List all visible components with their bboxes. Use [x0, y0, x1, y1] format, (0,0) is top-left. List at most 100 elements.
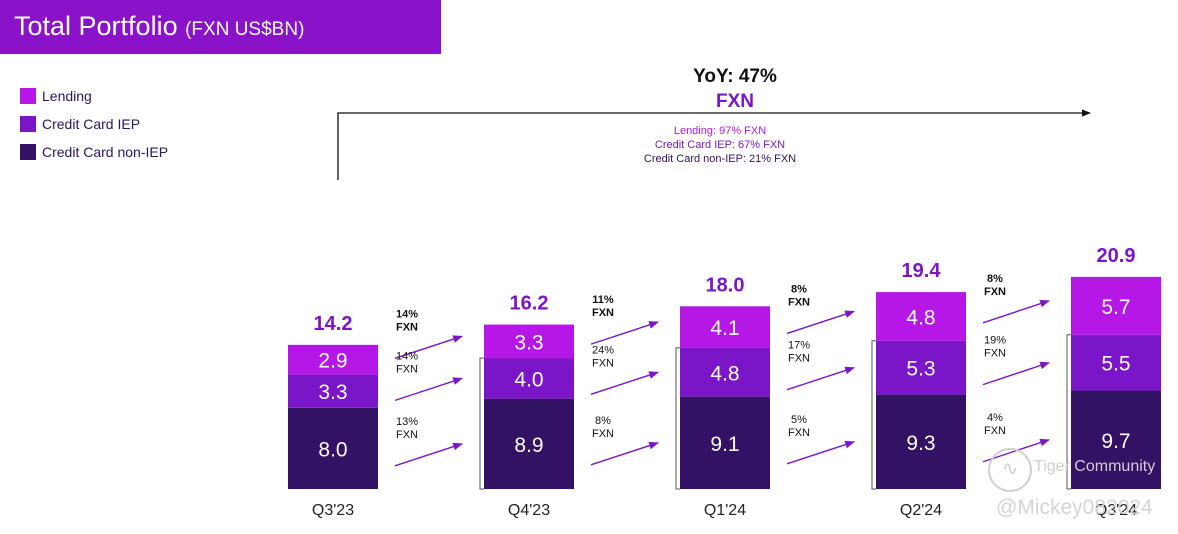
total-label-5: 20.9	[1097, 245, 1136, 267]
bracket-5	[1066, 334, 1071, 490]
growth-unit-noniep-1: FXN	[396, 429, 418, 441]
bar-credit-card-non-iep-4	[876, 394, 966, 489]
growth-unit-iep-3: FXN	[788, 353, 810, 365]
growth-unit-iep-4: FXN	[984, 348, 1006, 360]
legend-item-lending: Lending	[20, 82, 168, 110]
growth-unit-lending-2: FXN	[592, 307, 614, 319]
bar-credit-card-non-iep-3	[680, 396, 770, 489]
yoy-breakdown-1: Lending: 97% FXN	[674, 125, 766, 137]
yoy-arrow	[337, 109, 1091, 180]
bar-credit-card-iep-1	[288, 374, 378, 408]
title-main: Total Portfolio	[14, 11, 178, 41]
x-tick-label-5: Q3'24	[1095, 502, 1137, 519]
yoy-breakdown-3: Credit Card non-IEP: 21% FXN	[644, 153, 796, 165]
growth-unit-lending-1: FXN	[396, 321, 418, 333]
data-label-lending-3: 4.1	[710, 317, 739, 340]
tiger-logo-icon: ∿	[988, 448, 1032, 492]
growth-pct-iep-2: 24%	[592, 344, 614, 356]
bar-credit-card-iep-5	[1071, 334, 1161, 391]
total-label-3: 18.0	[706, 274, 745, 296]
legend-swatch-lending	[20, 88, 36, 104]
growth-arrow-iep-2	[590, 371, 659, 395]
data-label-credit-card-iep-5: 5.5	[1101, 353, 1130, 376]
growth-unit-noniep-4: FXN	[984, 425, 1006, 437]
bracket-3	[675, 347, 680, 490]
growth-arrow-lending-4	[982, 299, 1050, 324]
data-label-credit-card-non-iep-1: 8.0	[318, 438, 347, 461]
x-tick-label-1: Q3'23	[312, 502, 354, 519]
growth-pct-noniep-2: 8%	[595, 415, 611, 427]
bar-credit-card-iep-4	[876, 340, 966, 395]
page-title: Total Portfolio (FXN US$BN)	[14, 11, 304, 42]
growth-arrow-noniep-1	[394, 442, 463, 467]
growth-pct-lending-2: 11%	[592, 294, 614, 306]
growth-unit-lending-3: FXN	[788, 296, 810, 308]
growth-arrow-lending-1	[394, 335, 463, 359]
bar-credit-card-non-iep-1	[288, 407, 378, 489]
growth-pct-iep-4: 19%	[984, 335, 1006, 347]
total-label-4: 19.4	[902, 260, 942, 282]
growth-pct-lending-3: 8%	[791, 283, 807, 295]
yoy-title: YoY: 47%	[693, 66, 777, 87]
growth-arrow-lending-2	[590, 321, 659, 345]
growth-pct-iep-1: 14%	[396, 350, 418, 362]
data-label-credit-card-non-iep-3: 9.1	[710, 433, 739, 456]
growth-pct-noniep-4: 4%	[987, 412, 1003, 424]
data-label-lending-5: 5.7	[1101, 296, 1130, 319]
data-label-lending-4: 4.8	[906, 306, 935, 329]
title-unit: (FXN US$BN)	[185, 19, 305, 40]
bar-credit-card-iep-2	[484, 358, 574, 399]
growth-unit-iep-2: FXN	[592, 357, 614, 369]
yoy-breakdown-2: Credit Card IEP: 67% FXN	[655, 139, 785, 151]
growth-arrow-iep-1	[394, 377, 463, 402]
legend-label-credit-card-iep: Credit Card IEP	[42, 116, 141, 132]
growth-pct-lending-4: 8%	[987, 273, 1003, 285]
bar-credit-card-non-iep-2	[484, 398, 574, 489]
growth-arrow-lending-3	[786, 310, 855, 335]
watermark-user: @Mickey082024	[996, 496, 1153, 519]
data-label-lending-1: 2.9	[318, 350, 347, 373]
bar-lending-1	[288, 344, 378, 375]
legend-swatch-credit-card-iep	[20, 116, 36, 132]
growth-arrow-noniep-3	[786, 440, 855, 465]
legend-label-credit-card-non-iep: Credit Card non-IEP	[42, 144, 169, 160]
legend-label-lending: Lending	[42, 88, 92, 104]
data-label-credit-card-iep-3: 4.8	[710, 362, 739, 385]
watermark-brand: Tiger Community	[1034, 458, 1156, 475]
growth-pct-noniep-3: 5%	[791, 414, 807, 426]
legend: Lending Credit Card IEP Credit Card non-…	[20, 82, 168, 166]
growth-arrow-iep-3	[786, 366, 855, 391]
x-tick-label-2: Q4'23	[508, 502, 550, 519]
growth-pct-iep-3: 17%	[788, 340, 810, 352]
data-label-lending-2: 3.3	[514, 331, 543, 354]
title-banner: Total Portfolio (FXN US$BN)	[0, 0, 441, 54]
bar-lending-5	[1071, 276, 1161, 335]
data-label-credit-card-non-iep-4: 9.3	[906, 432, 935, 455]
growth-arrow-iep-4	[982, 361, 1050, 386]
growth-unit-iep-1: FXN	[396, 363, 418, 375]
total-label-1: 14.2	[314, 313, 353, 335]
bar-lending-4	[876, 292, 966, 341]
total-label-2: 16.2	[510, 293, 549, 315]
data-label-credit-card-non-iep-5: 9.7	[1101, 430, 1130, 453]
x-tick-label-4: Q2'24	[900, 502, 942, 519]
growth-pct-lending-1: 14%	[396, 308, 418, 320]
legend-item-credit-card-non-iep: Credit Card non-IEP	[20, 138, 168, 166]
x-tick-label-3: Q1'24	[704, 502, 746, 519]
growth-unit-lending-4: FXN	[984, 286, 1006, 298]
bar-credit-card-non-iep-5	[1071, 390, 1161, 489]
bracket-2	[479, 357, 484, 490]
legend-item-credit-card-iep: Credit Card IEP	[20, 110, 168, 138]
yoy-unit: FXN	[716, 91, 754, 112]
bar-lending-3	[680, 306, 770, 348]
data-label-credit-card-iep-2: 4.0	[514, 368, 543, 391]
growth-unit-noniep-3: FXN	[788, 427, 810, 439]
growth-arrow-noniep-2	[590, 441, 659, 466]
bar-lending-2	[484, 324, 574, 359]
legend-swatch-credit-card-non-iep	[20, 144, 36, 160]
bar-credit-card-iep-3	[680, 347, 770, 397]
data-label-credit-card-iep-4: 5.3	[906, 358, 935, 381]
data-label-credit-card-non-iep-2: 8.9	[514, 434, 543, 457]
bracket-4	[871, 340, 876, 490]
